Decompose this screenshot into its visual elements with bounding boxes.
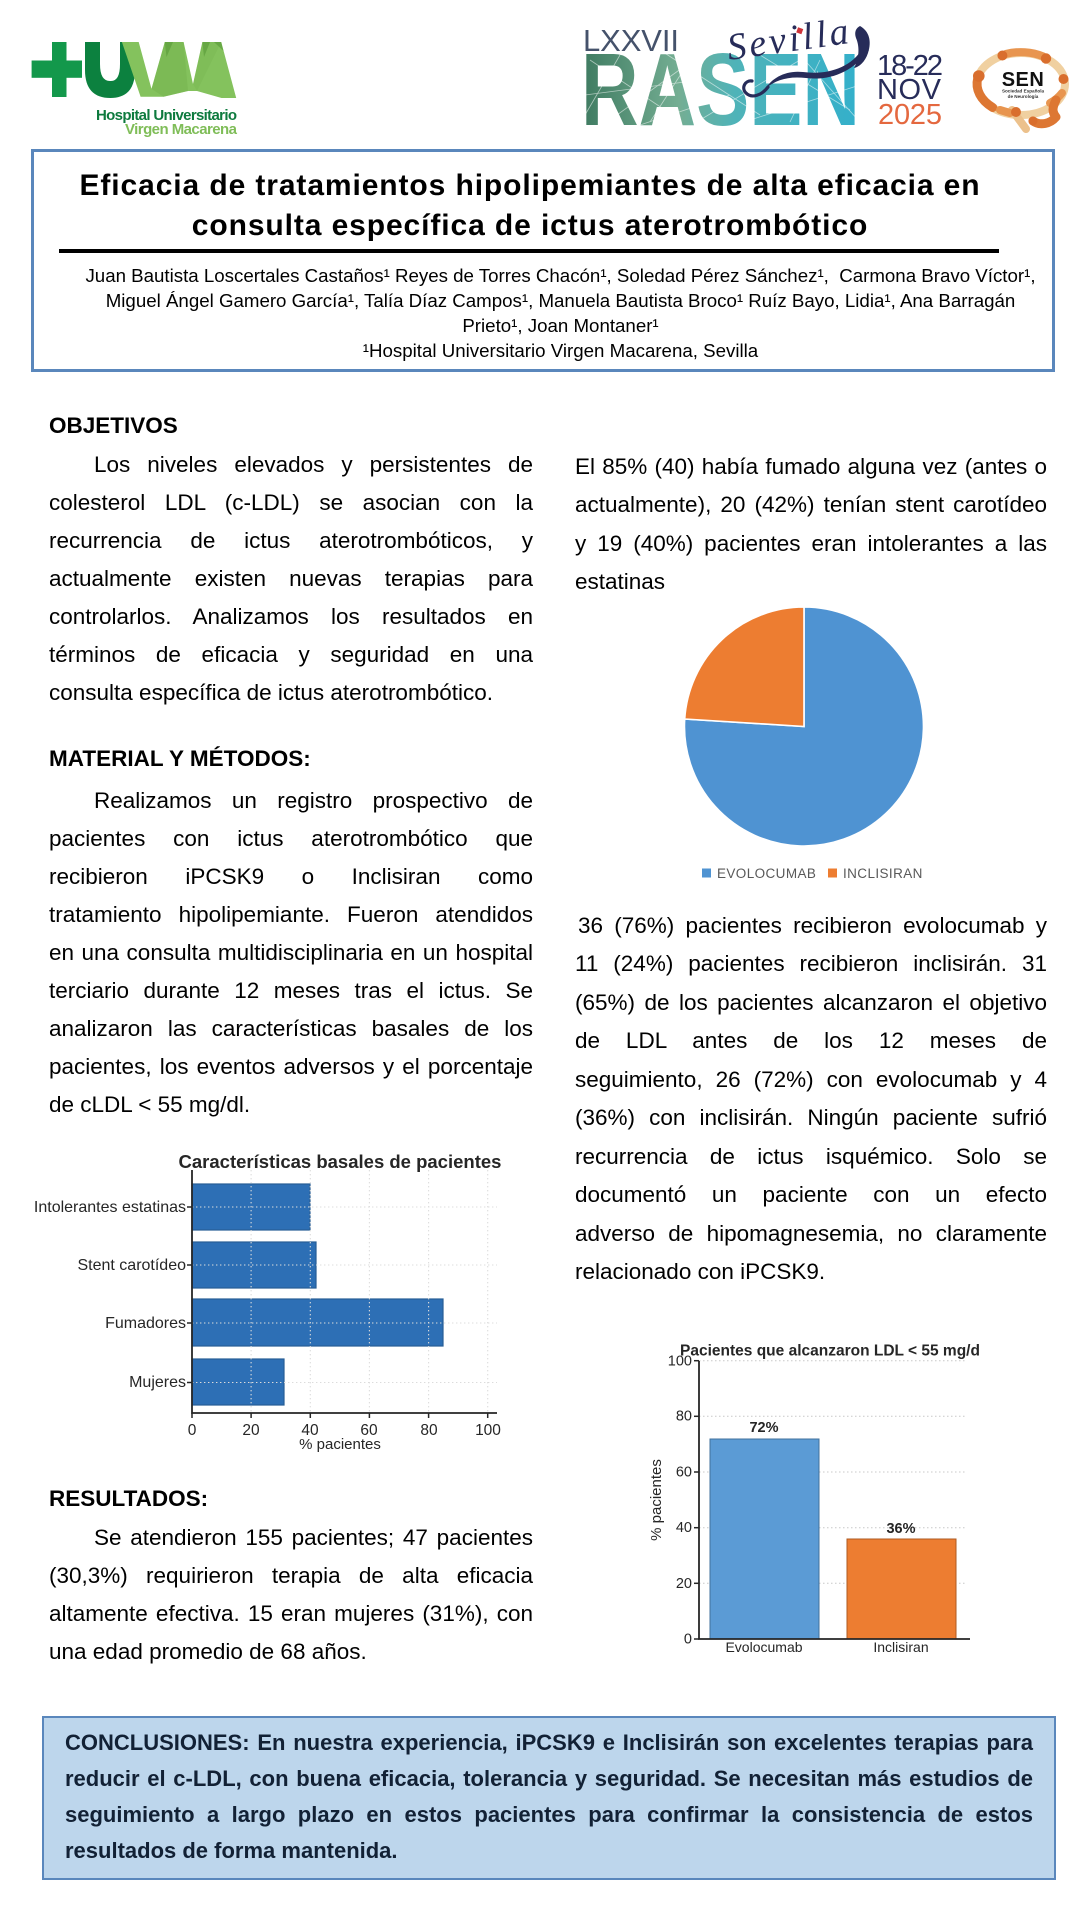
svg-text:INCLISIRAN: INCLISIRAN [843, 866, 923, 881]
svg-text:2025: 2025 [878, 99, 942, 131]
svg-text:0: 0 [684, 1632, 692, 1648]
svg-text:80: 80 [420, 1422, 438, 1439]
svg-text:80: 80 [676, 1409, 692, 1425]
svg-text:72%: 72% [749, 1420, 778, 1436]
svg-text:20: 20 [242, 1422, 260, 1439]
svg-text:SEN: SEN [1002, 69, 1045, 91]
svg-text:Fumadores: Fumadores [105, 1315, 186, 1332]
svg-text:40: 40 [301, 1422, 319, 1439]
svg-text:% pacientes: % pacientes [299, 1436, 381, 1453]
svg-text:Stent carotídeo: Stent carotídeo [77, 1257, 186, 1274]
svg-text:% pacientes: % pacientes [648, 1459, 665, 1541]
svg-text:Sociedad Española: Sociedad Española [1002, 89, 1045, 94]
svg-text:0: 0 [188, 1422, 197, 1439]
svg-text:EVOLOCUMAB: EVOLOCUMAB [717, 866, 816, 881]
svg-text:Intolerantes estatinas: Intolerantes estatinas [34, 1199, 186, 1216]
svg-text:36%: 36% [886, 1521, 915, 1537]
svg-text:18-22: 18-22 [877, 50, 943, 82]
svg-text:Virgen Macarena: Virgen Macarena [125, 121, 238, 138]
svg-text:Evolocumab: Evolocumab [725, 1639, 802, 1655]
svg-text:Mujeres: Mujeres [129, 1374, 186, 1391]
svg-text:60: 60 [676, 1464, 692, 1480]
svg-text:Características basales de pac: Características basales de pacientes [179, 1151, 502, 1172]
svg-text:40: 40 [676, 1520, 692, 1536]
svg-text:100: 100 [475, 1422, 501, 1439]
svg-text:Hospital Universitario: Hospital Universitario [96, 107, 237, 124]
svg-text:60: 60 [360, 1422, 378, 1439]
svg-text:Inclisiran: Inclisiran [873, 1639, 928, 1655]
svg-text:de Neurología: de Neurología [1008, 94, 1039, 99]
svg-text:Pacientes que alcanzaron LDL <: Pacientes que alcanzaron LDL < 55 mg/d [680, 1343, 980, 1360]
svg-text:RASEN: RASEN [581, 32, 860, 140]
svg-text:NOV: NOV [877, 74, 942, 106]
svg-text:20: 20 [676, 1576, 692, 1592]
svg-text:100: 100 [668, 1353, 692, 1369]
